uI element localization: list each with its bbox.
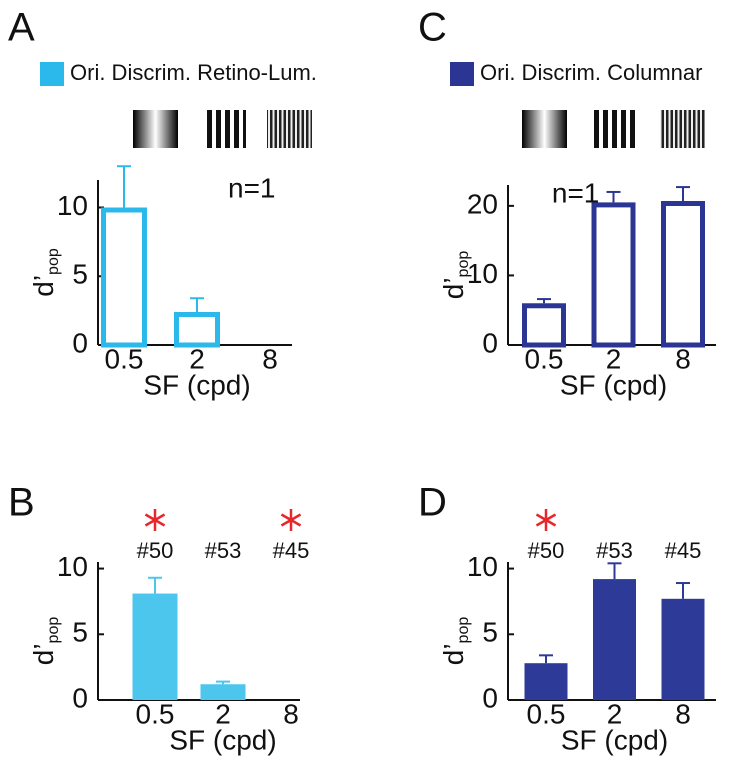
- bar: [661, 598, 705, 700]
- y-tick-label: 10: [467, 258, 498, 289]
- bar-label: #50: [137, 538, 174, 563]
- panel-letter: C: [418, 6, 447, 50]
- bar: [522, 303, 566, 348]
- y-label-main: d’: [438, 643, 469, 665]
- star-stroke: [280, 513, 302, 527]
- x-tick-label: 8: [675, 343, 691, 374]
- x-tick-label: 2: [606, 343, 622, 374]
- x-axis-label: SF (cpd): [169, 724, 276, 755]
- y-label-sub: pop: [45, 248, 62, 275]
- y-label-sub: pop: [45, 617, 62, 644]
- legend-label: Ori. Discrim. Retino-Lum.: [70, 60, 317, 85]
- x-axis-label: SF (cpd): [561, 724, 668, 755]
- y-tick-label: 10: [57, 190, 88, 221]
- significance-star: [280, 509, 302, 531]
- annotation: n=1: [228, 172, 276, 203]
- y-tick-label: 0: [482, 327, 498, 358]
- x-tick-label: 2: [189, 343, 205, 374]
- y-label-main: d’: [438, 277, 469, 299]
- y-axis-label: d’pop: [438, 617, 472, 666]
- y-label-main: d’: [28, 643, 59, 665]
- x-tick-label: 8: [675, 698, 691, 729]
- x-tick-label: 8: [262, 343, 278, 374]
- x-axis-label: SF (cpd): [143, 369, 250, 400]
- x-axis-label: SF (cpd): [560, 369, 667, 400]
- x-tick-label: 0.5: [105, 343, 144, 374]
- gratings-a: [133, 110, 312, 148]
- bar: [661, 201, 705, 348]
- y-label-sub: pop: [455, 617, 472, 644]
- bar: [200, 684, 246, 700]
- star-stroke: [144, 513, 166, 527]
- significance-star: [535, 509, 557, 531]
- significance-star: [144, 509, 166, 531]
- x-tick-label: 0.5: [525, 343, 564, 374]
- y-tick-label: 10: [467, 551, 498, 582]
- y-label-sub: pop: [455, 251, 472, 278]
- y-tick-label: 0: [72, 682, 88, 713]
- star-stroke: [535, 513, 557, 527]
- panel-letter: A: [8, 6, 35, 50]
- y-tick-label: 5: [482, 617, 498, 648]
- x-tick-label: 0.5: [527, 698, 566, 729]
- bar-label: #45: [665, 538, 702, 563]
- bar-label: #53: [596, 538, 633, 563]
- y-label-main: d’: [28, 275, 59, 297]
- annotation: n=1: [552, 177, 600, 208]
- bar-label: #45: [273, 538, 310, 563]
- y-tick-label: 5: [72, 617, 88, 648]
- bar: [174, 312, 220, 348]
- y-tick-label: 0: [482, 682, 498, 713]
- bar-label: #50: [528, 538, 565, 563]
- y-axis-label: d’pop: [28, 248, 62, 297]
- legend-swatch: [40, 62, 64, 86]
- panel-letter: D: [418, 481, 447, 525]
- x-tick-label: 2: [607, 698, 623, 729]
- bar: [132, 593, 178, 700]
- x-tick-label: 0.5: [136, 698, 175, 729]
- y-tick-label: 5: [72, 259, 88, 290]
- x-tick-label: 8: [283, 698, 299, 729]
- y-tick-label: 20: [467, 188, 498, 219]
- legend-label: Ori. Discrim. Columnar: [480, 60, 702, 85]
- x-tick-label: 2: [215, 698, 231, 729]
- bar: [593, 579, 636, 700]
- y-tick-label: 10: [57, 551, 88, 582]
- bar-label: #53: [205, 538, 242, 563]
- bar: [101, 207, 147, 348]
- bar: [591, 202, 636, 348]
- y-tick-label: 0: [72, 327, 88, 358]
- legend-swatch: [450, 62, 474, 86]
- gratings-c: [522, 110, 705, 148]
- bar: [524, 663, 568, 700]
- panel-letter: B: [8, 481, 35, 525]
- y-axis-label: d’pop: [28, 617, 62, 666]
- y-axis-label: d’pop: [438, 251, 472, 300]
